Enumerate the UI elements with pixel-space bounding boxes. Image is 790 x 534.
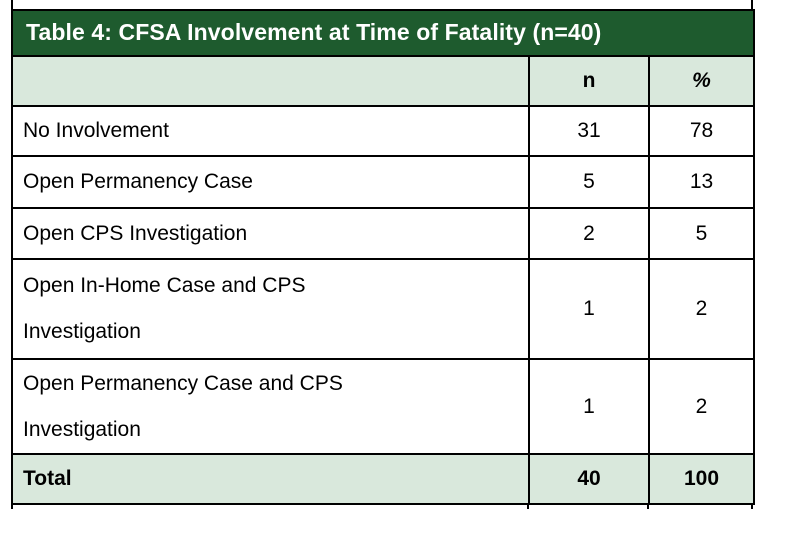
cfsa-involvement-table: Table 4: CFSA Involvement at Time of Fat… — [11, 9, 755, 505]
crop-border-stub-bottom-left — [11, 502, 13, 509]
cell-n: 1 — [528, 358, 650, 455]
cell-percent: 13 — [648, 155, 755, 209]
total-n: 40 — [528, 453, 650, 505]
row-label: Open CPS Investigation — [11, 207, 530, 260]
row-label: Open In-Home Case and CPS Investigation — [11, 258, 530, 360]
table-row: Open Permanency Case 5 13 — [11, 155, 755, 209]
cell-n: 31 — [528, 105, 650, 157]
crop-border-stub-bottom-right — [751, 502, 753, 509]
row-label: No Involvement — [11, 105, 530, 157]
table-row: No Involvement 31 78 — [11, 105, 755, 157]
column-header-row: n % — [11, 55, 755, 107]
table-title-row: Table 4: CFSA Involvement at Time of Fat… — [11, 9, 755, 57]
table-row: Open CPS Investigation 2 5 — [11, 207, 755, 260]
cell-percent: 5 — [648, 207, 755, 260]
column-header-percent: % — [648, 55, 755, 107]
cell-percent: 2 — [648, 258, 755, 360]
cell-percent: 2 — [648, 358, 755, 455]
row-label: Open Permanency Case — [11, 155, 530, 209]
cell-n: 2 — [528, 207, 650, 260]
total-row: Total 40 100 — [11, 453, 755, 505]
crop-border-stub-bottom-col-n — [527, 502, 529, 509]
table-row: Open Permanency Case and CPS Investigati… — [11, 358, 755, 455]
crop-border-stub-top-left — [11, 0, 13, 9]
crop-border-stub-bottom-col-pct — [647, 502, 649, 509]
cell-n: 5 — [528, 155, 650, 209]
total-label: Total — [11, 453, 530, 505]
total-percent: 100 — [648, 453, 755, 505]
cell-n: 1 — [528, 258, 650, 360]
crop-border-stub-top-right — [751, 0, 753, 9]
column-header-label — [11, 55, 530, 107]
table-title: Table 4: CFSA Involvement at Time of Fat… — [11, 9, 755, 57]
table-row: Open In-Home Case and CPS Investigation … — [11, 258, 755, 360]
cell-percent: 78 — [648, 105, 755, 157]
column-header-n: n — [528, 55, 650, 107]
row-label: Open Permanency Case and CPS Investigati… — [11, 358, 530, 455]
